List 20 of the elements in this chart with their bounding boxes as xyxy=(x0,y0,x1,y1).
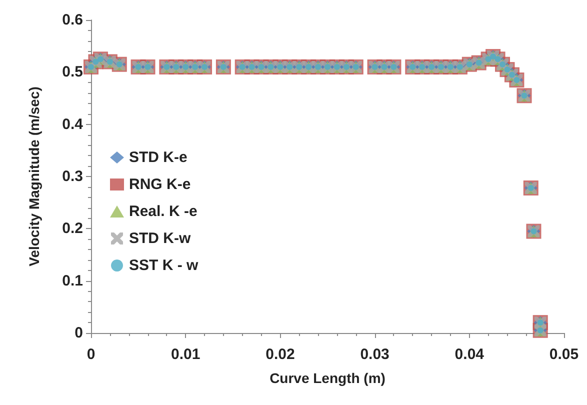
x-tick-label: 0 xyxy=(86,346,96,363)
legend-label: Real. K -e xyxy=(129,203,198,220)
x-tick-label: 0.03 xyxy=(360,346,390,363)
x-tick-label: 0.02 xyxy=(266,346,295,363)
y-tick-label: 0.3 xyxy=(62,168,83,185)
y-tick-label: 0.1 xyxy=(62,272,83,290)
y-tick-label: 0.5 xyxy=(62,64,83,81)
x-tick-label: 0.01 xyxy=(171,346,200,363)
x-tick-label: 0.04 xyxy=(454,346,485,363)
y-tick-label: 0 xyxy=(74,324,83,342)
legend-label: SST K - w xyxy=(129,257,198,274)
y-axis-title: Velocity Magnitude (m/sec) xyxy=(26,86,42,266)
legend-label: STD K-w xyxy=(129,230,191,247)
x-tick-label: 0.05 xyxy=(549,346,579,363)
y-tick-label: 0.2 xyxy=(62,220,83,238)
legend-label: STD K-e xyxy=(129,149,188,166)
y-tick-label: 0.6 xyxy=(62,12,83,28)
x-axis-title: Curve Length (m) xyxy=(270,370,386,386)
y-tick-label: 0.4 xyxy=(62,116,84,133)
legend-label: RNG K-e xyxy=(129,176,191,193)
